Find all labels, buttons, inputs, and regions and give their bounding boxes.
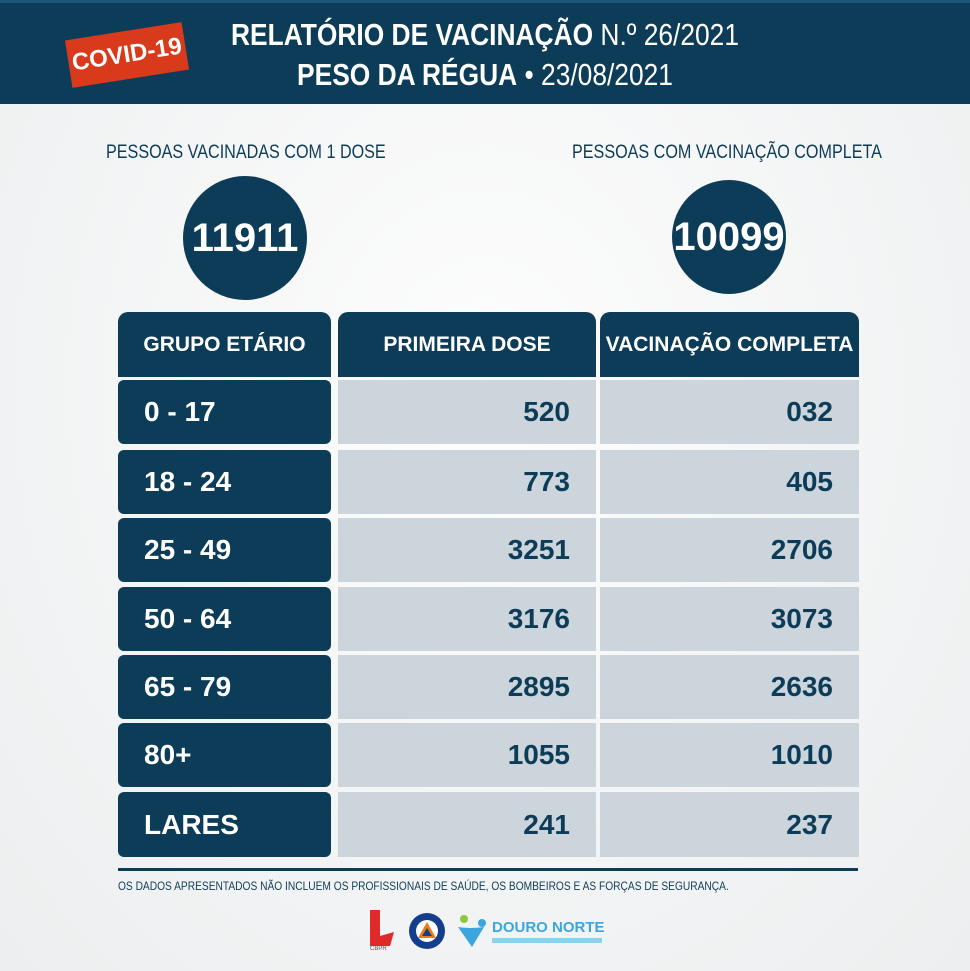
protecao-civil-logo [409,913,445,949]
svg-text:CBPR: CBPR [370,946,387,952]
first-dose-cell: 3251 [338,518,596,582]
header: COVID-19 RELATÓRIO DE VACINAÇÃO N.º 26/2… [0,0,970,104]
first-dose-cell: 520 [338,380,596,444]
cbpr-logo: CBPR [370,910,394,952]
complete-total: 10099 [672,180,786,294]
age-group-cell: 65 - 79 [118,655,331,719]
age-group-cell: 25 - 49 [118,518,331,582]
footnote: OS DADOS APRESENTADOS NÃO INCLUEM OS PRO… [118,879,729,893]
header-age-group: GRUPO ETÁRIO [118,312,331,377]
report-title: RELATÓRIO DE VACINAÇÃO N.º 26/2021 [231,17,739,52]
first-dose-cell: 3176 [338,587,596,651]
age-group-cell: 80+ [118,723,331,787]
complete-cell: 2706 [600,518,859,582]
first-dose-total: 11911 [183,176,307,300]
first-dose-cell: 241 [338,792,596,857]
age-group-cell: 18 - 24 [118,450,331,514]
complete-cell: 2636 [600,655,859,719]
divider [118,868,858,871]
first-dose-cell: 773 [338,450,596,514]
age-group-cell: 0 - 17 [118,380,331,444]
report-subtitle: PESO DA RÉGUA • 23/08/2021 [297,57,673,92]
header-complete: VACINAÇÃO COMPLETA [600,312,859,377]
age-group-cell: LARES [118,792,331,857]
logos: CBPR DOURO NORTE [368,910,605,952]
complete-cell: 3073 [600,587,859,651]
age-group-cell: 50 - 64 [118,587,331,651]
header-first-dose: PRIMEIRA DOSE [338,312,596,377]
complete-cell: 032 [600,380,859,444]
first-dose-cell: 1055 [338,723,596,787]
complete-cell: 237 [600,792,859,857]
douro-norte-logo: DOURO NORTE [456,913,605,949]
first-dose-cell: 2895 [338,655,596,719]
complete-label: PESSOAS COM VACINAÇÃO COMPLETA [572,142,882,163]
first-dose-label: PESSOAS VACINADAS COM 1 DOSE [106,142,386,163]
complete-cell: 1010 [600,723,859,787]
complete-cell: 405 [600,450,859,514]
